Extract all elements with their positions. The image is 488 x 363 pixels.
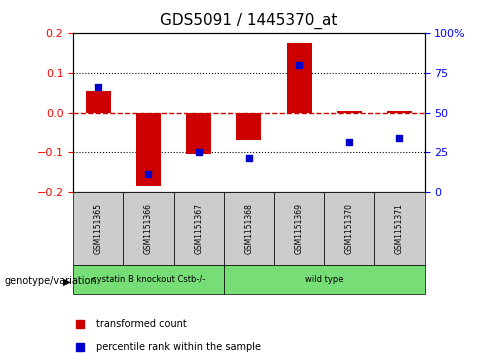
Point [346,140,353,146]
Title: GDS5091 / 1445370_at: GDS5091 / 1445370_at [160,12,338,29]
Text: ▶: ▶ [63,276,71,286]
Point [396,136,404,142]
Bar [324,192,374,265]
Bar [337,111,362,113]
Text: percentile rank within the sample: percentile rank within the sample [96,342,261,352]
Text: GSM1151371: GSM1151371 [395,203,404,254]
Text: GSM1151369: GSM1151369 [295,203,304,254]
Bar [374,192,425,265]
Text: GSM1151367: GSM1151367 [194,203,203,254]
Bar [387,111,412,113]
Bar [123,192,174,265]
Bar [174,192,224,265]
Point [295,62,303,68]
Bar [274,192,324,265]
Bar [186,113,211,155]
Point [195,150,203,155]
Bar [286,43,312,113]
Bar [73,192,123,265]
Text: GSM1151365: GSM1151365 [94,203,103,254]
Bar [73,265,224,294]
Bar [224,192,274,265]
Text: cystatin B knockout Cstb-/-: cystatin B knockout Cstb-/- [92,275,205,284]
Text: genotype/variation: genotype/variation [5,276,98,286]
Text: GSM1151366: GSM1151366 [144,203,153,254]
Bar [136,113,161,187]
Point [144,172,152,178]
Point [94,85,102,90]
Bar [224,265,425,294]
Bar [236,113,262,140]
Text: GSM1151368: GSM1151368 [244,203,253,254]
Point [245,156,253,162]
Text: GSM1151370: GSM1151370 [345,203,354,254]
Text: transformed count: transformed count [96,319,187,329]
Bar [86,91,111,113]
Text: wild type: wild type [305,275,344,284]
